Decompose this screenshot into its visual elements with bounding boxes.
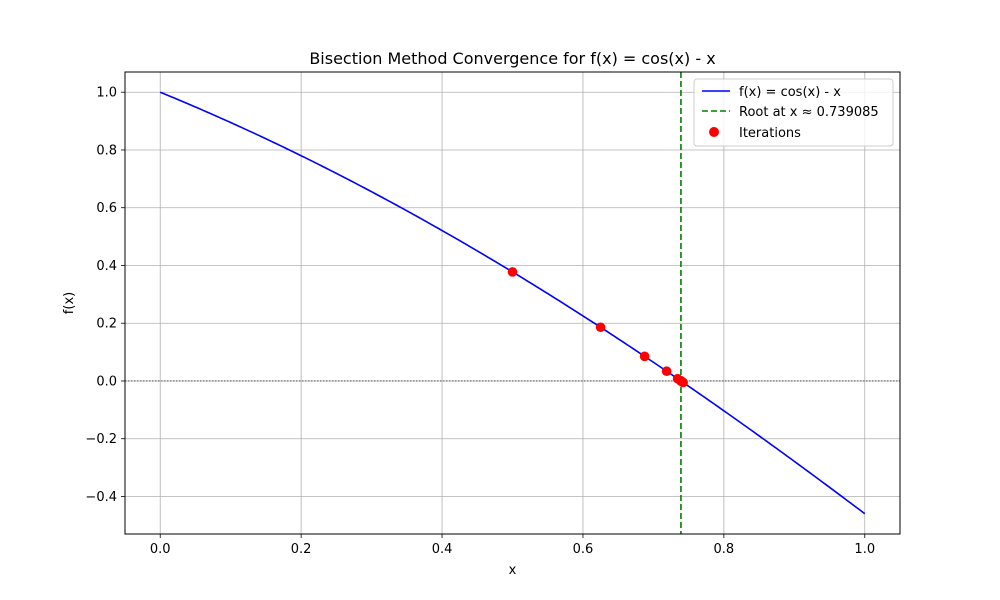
legend-curve-label: f(x) = cos(x) - x <box>739 85 841 100</box>
y-tick-label: 0.8 <box>96 143 117 158</box>
x-axis-ticks: 0.0 0.2 0.4 0.6 0.8 1.0 <box>150 534 875 557</box>
x-tick-label: 0.8 <box>714 542 735 557</box>
y-tick-label: 0.0 <box>96 374 117 389</box>
x-tick-label: 1.0 <box>854 542 875 557</box>
legend-iterations-label: Iterations <box>739 126 801 141</box>
legend-root-label: Root at x ≈ 0.739085 <box>739 105 879 120</box>
x-tick-label: 0.0 <box>150 542 171 557</box>
iteration-point <box>507 267 518 277</box>
legend: f(x) = cos(x) - x Root at x ≈ 0.739085 I… <box>693 78 894 147</box>
y-tick-label: 1.0 <box>96 86 117 101</box>
legend-box <box>693 78 894 147</box>
x-axis-label: x <box>509 563 517 578</box>
iteration-point <box>595 322 606 333</box>
chart-title: Bisection Method Convergence for f(x) = … <box>309 49 715 68</box>
x-tick-label: 0.6 <box>573 542 594 557</box>
plot-frame <box>124 71 901 535</box>
y-tick-label: −0.4 <box>85 490 117 505</box>
y-tick-label: 0.2 <box>96 317 117 332</box>
y-tick-label: −0.2 <box>85 432 117 447</box>
iteration-point <box>639 351 650 362</box>
iteration-point <box>675 376 686 386</box>
y-tick-label: 0.4 <box>96 259 117 274</box>
y-axis-label: f(x) <box>62 292 77 314</box>
x-tick-label: 0.2 <box>291 542 312 557</box>
x-tick-label: 0.4 <box>432 542 453 557</box>
plot-background <box>125 72 900 534</box>
plot-area: 0.0 0.2 0.4 0.6 0.8 1.0 −0.4−0.20.00.20.40.60… <box>85 71 901 557</box>
y-axis-ticks: −0.4 −0.2 0.0 0.2 0.4 0.6 0.8 1.0 <box>85 86 125 505</box>
y-tick-label: 0.6 <box>96 201 117 216</box>
legend-iterations-swatch <box>709 127 719 137</box>
iteration-point <box>661 366 672 377</box>
series-layer <box>125 72 900 534</box>
